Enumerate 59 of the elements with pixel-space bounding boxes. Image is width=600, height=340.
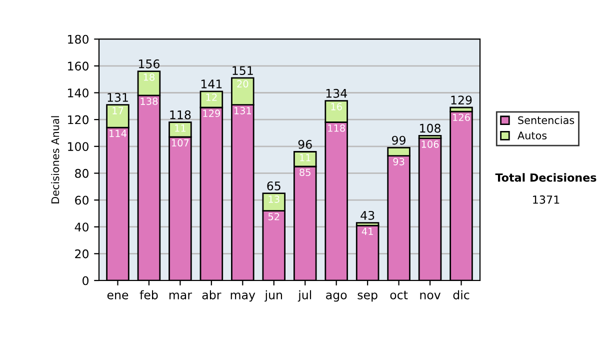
- y-axis-title: Decisiones Anual: [51, 116, 60, 204]
- data-label: 18: [144, 73, 154, 81]
- y-tick-label: 80: [75, 168, 88, 178]
- legend-label: Sentencias: [518, 116, 574, 124]
- y-tick-label: 180: [68, 34, 88, 44]
- total-label: 141: [201, 80, 222, 88]
- x-tick-label: feb: [140, 290, 158, 300]
- data-label: 85: [300, 168, 310, 176]
- data-label: 93: [393, 158, 404, 166]
- data-label: 52: [268, 212, 280, 220]
- total-label: 65: [267, 181, 280, 190]
- data-label: 16: [331, 102, 342, 110]
- data-label: 20: [237, 80, 248, 88]
- data-label: 126: [453, 114, 470, 122]
- total-label: 43: [360, 210, 374, 220]
- data-label: 17: [112, 107, 124, 114]
- text: 1371: [533, 195, 560, 204]
- data-label: 41: [362, 228, 373, 235]
- total-label: 156: [138, 59, 160, 68]
- data-label: 106: [422, 140, 439, 148]
- y-tick-label: 0: [82, 276, 88, 286]
- y-tick-label: 120: [68, 115, 88, 124]
- data-label: 13: [268, 196, 280, 203]
- text: Total Decisiones: [495, 173, 596, 182]
- y-tick-label: 20: [75, 249, 88, 258]
- y-tick-label: 60: [75, 196, 88, 205]
- y-tick-label: 100: [68, 142, 88, 152]
- data-label: 118: [328, 124, 345, 132]
- y-tick-label: 160: [68, 62, 88, 71]
- x-tick-label: may: [230, 292, 256, 302]
- data-label: 12: [206, 94, 217, 101]
- total-label: 99: [392, 136, 406, 145]
- data-label: 107: [172, 139, 189, 147]
- total-label: 129: [451, 96, 472, 105]
- x-tick-label: mar: [169, 292, 192, 300]
- x-tick-label: nov: [420, 292, 441, 300]
- x-tick-label: jul: [298, 290, 312, 302]
- x-tick-label: ago: [326, 292, 347, 302]
- x-tick-label: sep: [358, 292, 378, 302]
- total-label: 134: [326, 88, 347, 98]
- total-label: 96: [298, 140, 312, 149]
- x-tick-label: ene: [107, 292, 128, 300]
- data-label: 131: [234, 107, 252, 114]
- data-label: 129: [203, 110, 220, 118]
- total-label: 118: [170, 110, 191, 120]
- x-tick-label: abr: [202, 290, 222, 300]
- x-tick-label: oct: [390, 290, 408, 300]
- total-label: 151: [232, 66, 253, 76]
- legend-label: Autos: [518, 132, 547, 140]
- total-label: 108: [420, 124, 440, 133]
- data-label: 114: [110, 130, 126, 138]
- data-label: 11: [300, 154, 310, 162]
- data-label: 138: [140, 98, 158, 105]
- total-label: 131: [108, 92, 128, 102]
- x-tick-label: dic: [453, 290, 470, 300]
- x-tick-label: jun: [264, 290, 282, 302]
- data-label: 11: [175, 124, 186, 132]
- y-tick-label: 40: [74, 222, 88, 232]
- y-tick-label: 140: [68, 88, 88, 98]
